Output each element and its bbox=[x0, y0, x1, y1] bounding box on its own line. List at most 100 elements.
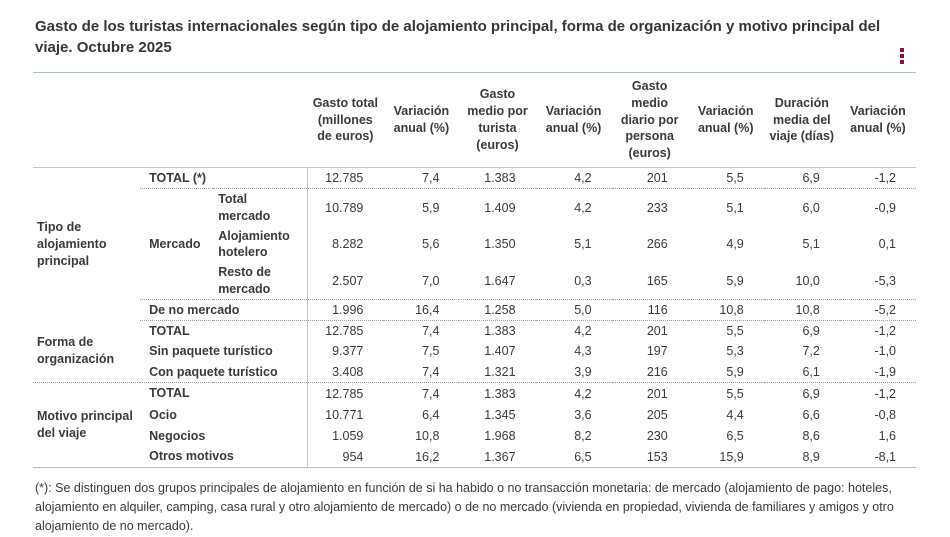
cell-value: 1.321 bbox=[459, 361, 536, 383]
table-row: Motivo principal del viaje TOTAL 12.785 … bbox=[33, 382, 916, 468]
column-header: Variación anual (%) bbox=[687, 72, 764, 168]
cell-value: 8,9 bbox=[763, 446, 840, 468]
row-label: Negocios bbox=[149, 428, 206, 443]
row-group-label: Motivo principal del viaje bbox=[33, 382, 141, 468]
row-label: Alojamiento hotelero bbox=[218, 228, 290, 259]
cell-value: 10,8 bbox=[415, 428, 440, 443]
cell-value: 5,9 bbox=[687, 262, 764, 300]
row-label: TOTAL (*) bbox=[140, 167, 308, 190]
cell-value: 6,5 bbox=[535, 446, 612, 468]
cell-value: -0,9 bbox=[874, 200, 896, 215]
cell-value: 5,1 bbox=[726, 200, 744, 215]
cell-value: 4,2 bbox=[535, 167, 612, 190]
table-row: Con paquete turístico 3.408 7,4 1.321 3,… bbox=[33, 361, 916, 383]
cell-value: 1.383 bbox=[484, 386, 516, 401]
cell-value: 7,4 bbox=[383, 361, 460, 383]
row-subgroup-label: Mercado bbox=[140, 188, 214, 300]
cell-value: 8,2 bbox=[574, 428, 592, 443]
cell-value: 153 bbox=[611, 446, 688, 468]
cell-value: 205 bbox=[646, 407, 668, 422]
row-label: TOTAL bbox=[149, 386, 190, 401]
cell-value: 954 bbox=[306, 446, 384, 468]
cell-value: 1.407 bbox=[484, 344, 516, 359]
header-row: Gasto total (millones de euros) Variació… bbox=[33, 72, 916, 168]
cell-value: 10.789 bbox=[306, 188, 384, 226]
cell-value: 1.258 bbox=[459, 299, 536, 322]
cell-value: 12.785 bbox=[306, 167, 384, 190]
cell-value: 2.507 bbox=[306, 262, 384, 300]
column-header: Gasto total (millones de euros) bbox=[307, 72, 384, 168]
column-header: Gasto medio diario por persona (euros) bbox=[611, 72, 688, 168]
cell-value: 4,4 bbox=[726, 407, 744, 422]
cell-value: 7,2 bbox=[802, 344, 820, 359]
row-label: Total mercado bbox=[218, 192, 271, 223]
cell-value: 15,9 bbox=[687, 446, 764, 468]
row-label: Ocio bbox=[149, 407, 177, 422]
cell-value: 10,8 bbox=[687, 299, 764, 322]
cell-value: 5,9 bbox=[422, 200, 440, 215]
cell-value: 1.647 bbox=[459, 262, 536, 300]
cell-value: 6,6 bbox=[802, 407, 820, 422]
row-group-label: Forma de organización bbox=[33, 320, 141, 383]
cell-value: -1,2 bbox=[839, 167, 916, 190]
table-row: Tipo de alojamiento principal TOTAL (*) … bbox=[33, 167, 916, 268]
cell-value: 6,0 bbox=[802, 200, 820, 215]
cell-value: 3.408 bbox=[306, 361, 384, 383]
cell-value: 3,9 bbox=[535, 361, 612, 383]
cell-value: 4,9 bbox=[726, 237, 744, 251]
row-label: TOTAL bbox=[149, 324, 190, 338]
cell-value: 116 bbox=[611, 299, 688, 322]
cell-value: 1.350 bbox=[484, 237, 516, 251]
cell-value: 10.771 bbox=[306, 404, 384, 426]
cell-value: 5,5 bbox=[726, 386, 744, 401]
row-label: Con paquete turístico bbox=[140, 361, 308, 383]
table-row: Alojamiento hotelero 8.282 5,6 1.350 5,1… bbox=[33, 225, 916, 263]
table-row: Mercado Total mercado 10.789 5,9 1.409 4… bbox=[33, 188, 916, 300]
table-row: Sin paquete turístico 9.377 7,5 1.407 4,… bbox=[33, 341, 916, 362]
cell-value: 16,4 bbox=[383, 299, 460, 322]
cell-value: 8,6 bbox=[802, 428, 820, 443]
column-header: Variación anual (%) bbox=[535, 72, 612, 168]
cell-value: 6,1 bbox=[763, 361, 840, 383]
cell-value: 233 bbox=[646, 200, 668, 215]
row-label: Sin paquete turístico bbox=[149, 344, 273, 359]
cell-value: -5,2 bbox=[839, 299, 916, 322]
cell-value: 1.383 bbox=[459, 167, 536, 190]
cell-value: 9.377 bbox=[306, 341, 384, 362]
cell-value: 4,3 bbox=[574, 344, 592, 359]
cell-value: 5,1 bbox=[574, 237, 592, 251]
table-row: Negocios 1.059 10,8 1.968 8,2 230 6,5 8,… bbox=[33, 425, 916, 447]
cell-value: 6,9 bbox=[802, 324, 820, 339]
cell-value: 16,2 bbox=[383, 446, 460, 468]
options-menu-button[interactable] bbox=[894, 45, 910, 67]
footnote: (*): Se distinguen dos grupos principale… bbox=[35, 480, 894, 534]
cell-value: 1.996 bbox=[306, 299, 384, 322]
cell-value: 6,4 bbox=[422, 407, 440, 422]
cell-value: -1,2 bbox=[874, 324, 896, 339]
page-title: Gasto de los turistas internacionales se… bbox=[35, 18, 881, 57]
cell-value: 1.409 bbox=[484, 200, 516, 215]
cell-value: 12.785 bbox=[306, 320, 384, 342]
column-header: Duración media del viaje (días) bbox=[763, 72, 840, 168]
cell-value: 10,8 bbox=[763, 299, 840, 322]
table-row: Forma de organización TOTAL 12.785 7,4 1… bbox=[33, 320, 916, 383]
cell-value: 5,3 bbox=[726, 344, 744, 359]
cell-value: 8.282 bbox=[306, 225, 384, 263]
cell-value: 7,5 bbox=[422, 344, 440, 359]
cell-value: 5,6 bbox=[422, 237, 440, 251]
cell-value: 266 bbox=[646, 237, 668, 251]
cell-value: -5,3 bbox=[839, 262, 916, 300]
statistics-table: Gasto total (millones de euros) Variació… bbox=[33, 72, 916, 468]
cell-value: 6,5 bbox=[726, 428, 744, 443]
cell-value: 4,2 bbox=[574, 386, 592, 401]
cell-value: -8,1 bbox=[839, 446, 916, 468]
header-stub bbox=[33, 72, 308, 168]
table-row: De no mercado 1.996 16,4 1.258 5,0 116 1… bbox=[33, 299, 916, 322]
cell-value: 1,6 bbox=[878, 428, 896, 443]
cell-value: 1.345 bbox=[484, 407, 516, 422]
row-label: De no mercado bbox=[140, 299, 308, 322]
cell-value: -1,2 bbox=[874, 386, 896, 401]
row-label: Resto de mercado bbox=[213, 262, 308, 300]
table-row: Otros motivos 954 16,2 1.367 6,5 153 15,… bbox=[33, 446, 916, 468]
cell-value: 0,1 bbox=[878, 237, 896, 251]
